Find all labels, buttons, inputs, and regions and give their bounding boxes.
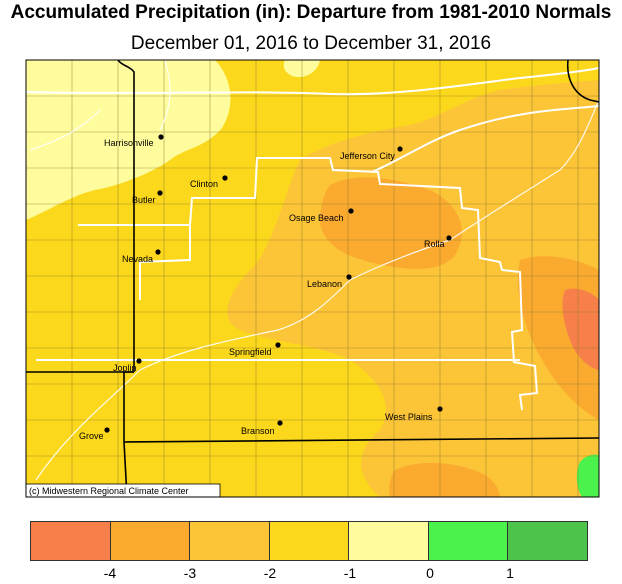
credit-box	[26, 483, 221, 497]
city-dot-joplin	[136, 358, 142, 364]
city-dot-rolla	[446, 235, 452, 241]
city-label-osage-beach: Osage Beach	[289, 213, 344, 223]
city-label-jefferson-city: Jefferson City	[340, 151, 395, 161]
city-label-joplin: Joplin	[113, 363, 137, 373]
legend-tick-minus-2: -2	[263, 565, 277, 581]
legend-swatch-minus-1-to-0	[349, 522, 429, 560]
departure-band-light-orange	[227, 80, 599, 497]
city-dot-lebanon	[346, 274, 352, 280]
city-dot-grove	[104, 427, 110, 433]
city-label-butler: Butler	[132, 195, 156, 205]
state-borders	[26, 60, 599, 497]
map-subtitle: December 01, 2016 to December 31, 2016	[130, 33, 492, 54]
major-roads	[29, 60, 599, 481]
legend-tick-minus-3: -3	[183, 565, 197, 581]
city-dot-harrisonville	[158, 134, 164, 140]
city-label-lebanon: Lebanon	[307, 279, 342, 289]
map-title: Accumulated Precipitation (in): Departur…	[10, 2, 612, 23]
city-dot-clinton	[222, 175, 228, 181]
city-dot-branson	[277, 420, 283, 426]
color-legend	[30, 521, 588, 561]
legend-swatch-0-to-1	[428, 522, 509, 560]
legend-tick-minus-4: -4	[103, 565, 117, 581]
city-dot-west-plains	[437, 406, 443, 412]
city-dot-butler	[157, 190, 163, 196]
division-boundaries	[26, 67, 599, 411]
city-dot-nevada	[155, 249, 161, 255]
legend-swatch-minus-4-to-minus-3	[110, 522, 191, 560]
city-label-grove: Grove	[79, 431, 104, 441]
departure-band-dark-orange	[562, 288, 599, 370]
city-dot-osage-beach	[348, 208, 354, 214]
precipitation-map: Harrisonville Clinton Butler Jefferson C…	[25, 59, 600, 498]
city-dot-jefferson-city	[397, 146, 403, 152]
map-frame	[25, 59, 600, 498]
departure-band-light-yellow	[26, 60, 231, 220]
legend-swatch-minus-3-to-minus-2	[190, 522, 270, 560]
legend-tick-0: 0	[426, 565, 434, 581]
legend-swatch-below-minus-4	[31, 522, 111, 560]
credit-text: (c) Midwestern Regional Climate Center	[29, 486, 189, 496]
city-label-branson: Branson	[241, 426, 275, 436]
departure-band-orange	[319, 177, 462, 270]
city-label-harrisonville: Harrisonville	[104, 138, 154, 148]
legend-swatch-minus-2-to-minus-1	[269, 522, 350, 560]
city-label-rolla: Rolla	[424, 239, 445, 249]
city-label-springfield: Springfield	[229, 347, 272, 357]
city-label-nevada: Nevada	[122, 254, 153, 264]
departure-band-green	[576, 454, 599, 497]
legend-tick-1: 1	[506, 565, 514, 581]
legend-tick-minus-1: -1	[343, 565, 357, 581]
city-markers	[104, 134, 452, 433]
city-label-west-plains: West Plains	[385, 412, 433, 422]
city-dot-springfield	[275, 342, 281, 348]
departure-band-orange-south	[389, 462, 500, 497]
legend-swatch-above-1	[508, 522, 588, 560]
city-label-clinton: Clinton	[190, 179, 218, 189]
